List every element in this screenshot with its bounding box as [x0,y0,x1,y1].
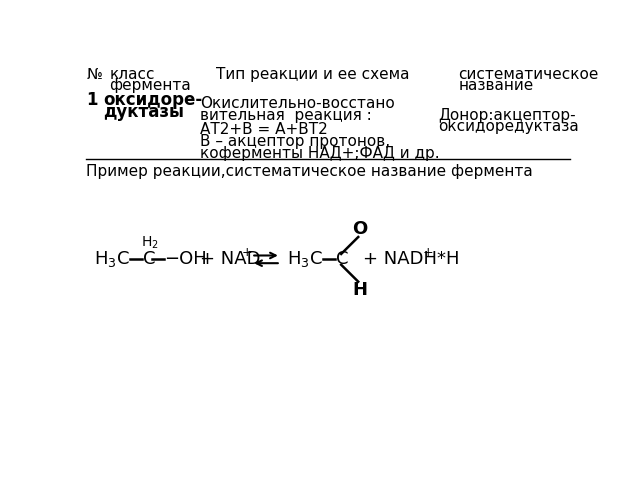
Text: оксидоредуктаза: оксидоредуктаза [438,119,579,134]
Text: название: название [458,78,534,94]
Text: фермента: фермента [109,78,191,94]
Text: дуктазы: дуктазы [103,103,184,121]
Text: АТ2+В = А+ВТ2: АТ2+В = А+ВТ2 [200,121,328,136]
Text: вительная  реакция :: вительная реакция : [200,108,372,123]
Text: −OH: −OH [164,251,207,268]
Text: Тип реакции и ее схема: Тип реакции и ее схема [216,67,409,82]
Text: H$_2$: H$_2$ [141,234,159,251]
Text: В – акцептор протонов,: В – акцептор протонов, [200,134,390,149]
Text: оксидоре-: оксидоре- [103,91,202,108]
Text: H$_3$C: H$_3$C [287,249,323,269]
Text: C: C [143,251,156,268]
Text: коферменты НАД+;ФАД и др.: коферменты НАД+;ФАД и др. [200,146,440,161]
Text: + NAD: + NAD [200,251,260,268]
Text: Пример реакции,систематическое название фермента: Пример реакции,систематическое название … [86,164,533,179]
Text: +: + [422,246,433,259]
Text: №: № [86,67,102,82]
Text: C: C [336,251,348,268]
Text: систематическое: систематическое [458,67,598,82]
Text: H$_3$C: H$_3$C [94,249,130,269]
Text: 1: 1 [86,91,98,108]
Text: Окислительно-восстано: Окислительно-восстано [200,96,395,111]
Text: +: + [242,246,253,259]
Text: O: O [352,219,367,238]
Text: Донор:акцептор-: Донор:акцептор- [438,108,575,123]
Text: + NADH*H: + NADH*H [363,251,460,268]
Text: H: H [352,281,367,299]
Text: класс: класс [109,67,155,82]
